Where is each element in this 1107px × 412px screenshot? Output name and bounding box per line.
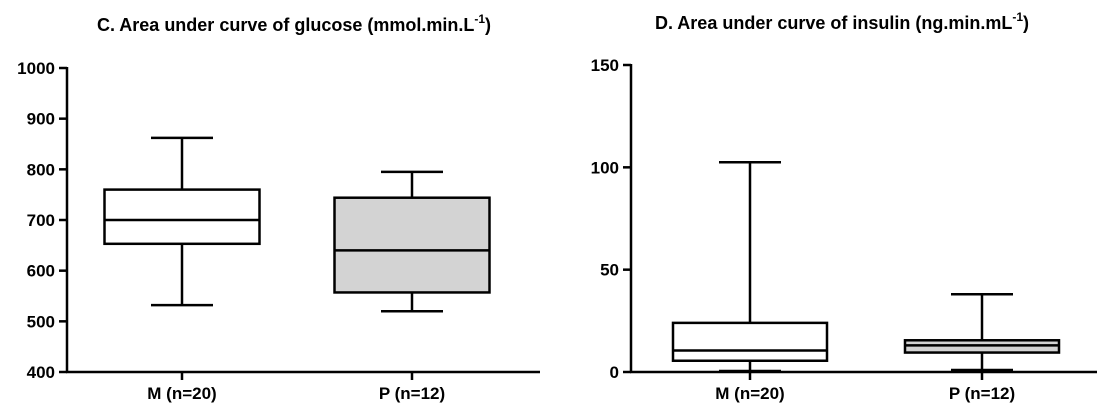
box-iqr xyxy=(333,196,491,294)
x-category-label: M (n=20) xyxy=(715,384,784,403)
y-tick-label: 800 xyxy=(27,160,55,179)
box-iqr xyxy=(103,188,261,246)
y-tick-label: 1000 xyxy=(17,59,55,78)
panel-d: D. Area under curve of insulin (ng.min.m… xyxy=(591,10,1097,403)
box-m xyxy=(671,160,829,373)
panel-title: D. Area under curve of insulin (ng.min.m… xyxy=(655,10,1029,33)
y-tick-label: 0 xyxy=(610,363,619,382)
x-category-label: M (n=20) xyxy=(147,384,216,403)
box-iqr xyxy=(671,321,829,362)
box-p xyxy=(333,170,491,313)
x-category-label: P (n=12) xyxy=(949,384,1015,403)
y-tick-label: 400 xyxy=(27,363,55,382)
y-tick-label: 500 xyxy=(27,312,55,331)
y-tick-label: 150 xyxy=(591,56,619,75)
x-category-label: P (n=12) xyxy=(379,384,445,403)
y-tick-label: 50 xyxy=(600,261,619,280)
y-tick-label: 600 xyxy=(27,262,55,281)
box-p xyxy=(903,292,1061,372)
panel-title: C. Area under curve of glucose (mmol.min… xyxy=(97,12,491,35)
y-tick-label: 100 xyxy=(591,158,619,177)
box-m xyxy=(103,136,261,307)
y-tick-label: 700 xyxy=(27,211,55,230)
panel-c: C. Area under curve of glucose (mmol.min… xyxy=(17,12,540,403)
y-tick-label: 900 xyxy=(27,110,55,129)
